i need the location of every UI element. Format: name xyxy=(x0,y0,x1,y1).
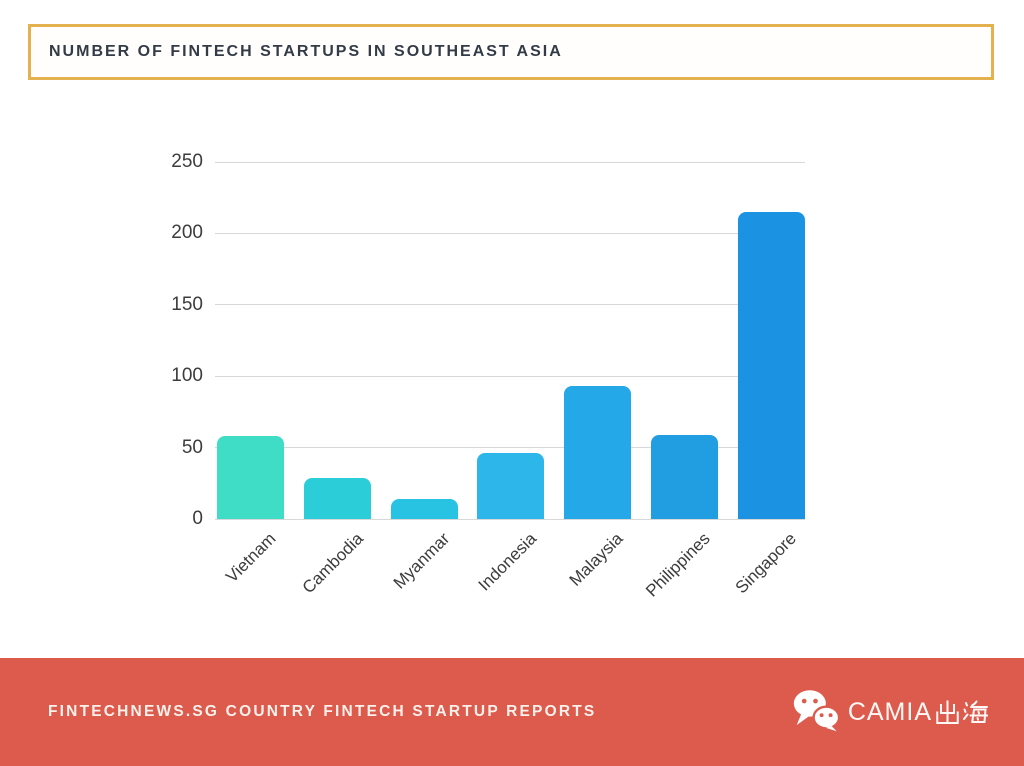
x-axis-label-philippines: Philippines xyxy=(642,529,714,601)
y-axis-tick-100: 100 xyxy=(171,365,203,387)
chart-title: NUMBER OF FINTECH STARTUPS IN SOUTHEAST … xyxy=(49,43,563,60)
bar-malaysia xyxy=(564,386,631,519)
x-axis-label-vietnam: Vietnam xyxy=(222,529,280,587)
y-axis-tick-150: 150 xyxy=(171,293,203,315)
brand-name-latin: CAMIA xyxy=(847,697,932,726)
footer-source-text: FINTECHNEWS.SG COUNTRY FINTECH STARTUP R… xyxy=(48,703,597,720)
brand-name: CAMIA xyxy=(848,698,988,727)
y-axis-tick-250: 250 xyxy=(171,151,203,172)
x-axis-label-singapore: Singapore xyxy=(732,529,801,598)
bar-singapore xyxy=(737,212,805,519)
bar-philippines xyxy=(650,434,718,519)
gridline-50 xyxy=(215,447,805,449)
bar-indonesia xyxy=(477,453,545,519)
x-axis-label-myanmar: Myanmar xyxy=(389,529,454,593)
bar-vietnam xyxy=(217,436,284,519)
wechat-icon xyxy=(791,688,841,737)
chart-title-box: NUMBER OF FINTECH STARTUPS IN SOUTHEAST … xyxy=(28,24,994,80)
brand-block: CAMIA xyxy=(791,688,988,737)
gridline-250 xyxy=(215,161,805,163)
brand-cjk-hai xyxy=(963,700,988,723)
gridline-100 xyxy=(215,375,805,377)
gridline-200 xyxy=(215,232,805,234)
bar-myanmar xyxy=(390,499,458,519)
gridline-150 xyxy=(215,304,805,306)
brand-cjk-chu xyxy=(936,700,959,724)
x-axis-label-malaysia: Malaysia xyxy=(566,529,627,590)
x-axis-label-indonesia: Indonesia xyxy=(474,529,541,595)
y-axis-tick-200: 200 xyxy=(171,222,203,244)
footer-banner: FINTECHNEWS.SG COUNTRY FINTECH STARTUP R… xyxy=(0,658,1024,766)
gridline-0 xyxy=(215,518,805,520)
bar-cambodia xyxy=(303,477,371,519)
y-axis-tick-0: 0 xyxy=(192,508,203,529)
x-axis-label-cambodia: Cambodia xyxy=(298,529,367,598)
y-axis-tick-50: 50 xyxy=(181,436,203,458)
